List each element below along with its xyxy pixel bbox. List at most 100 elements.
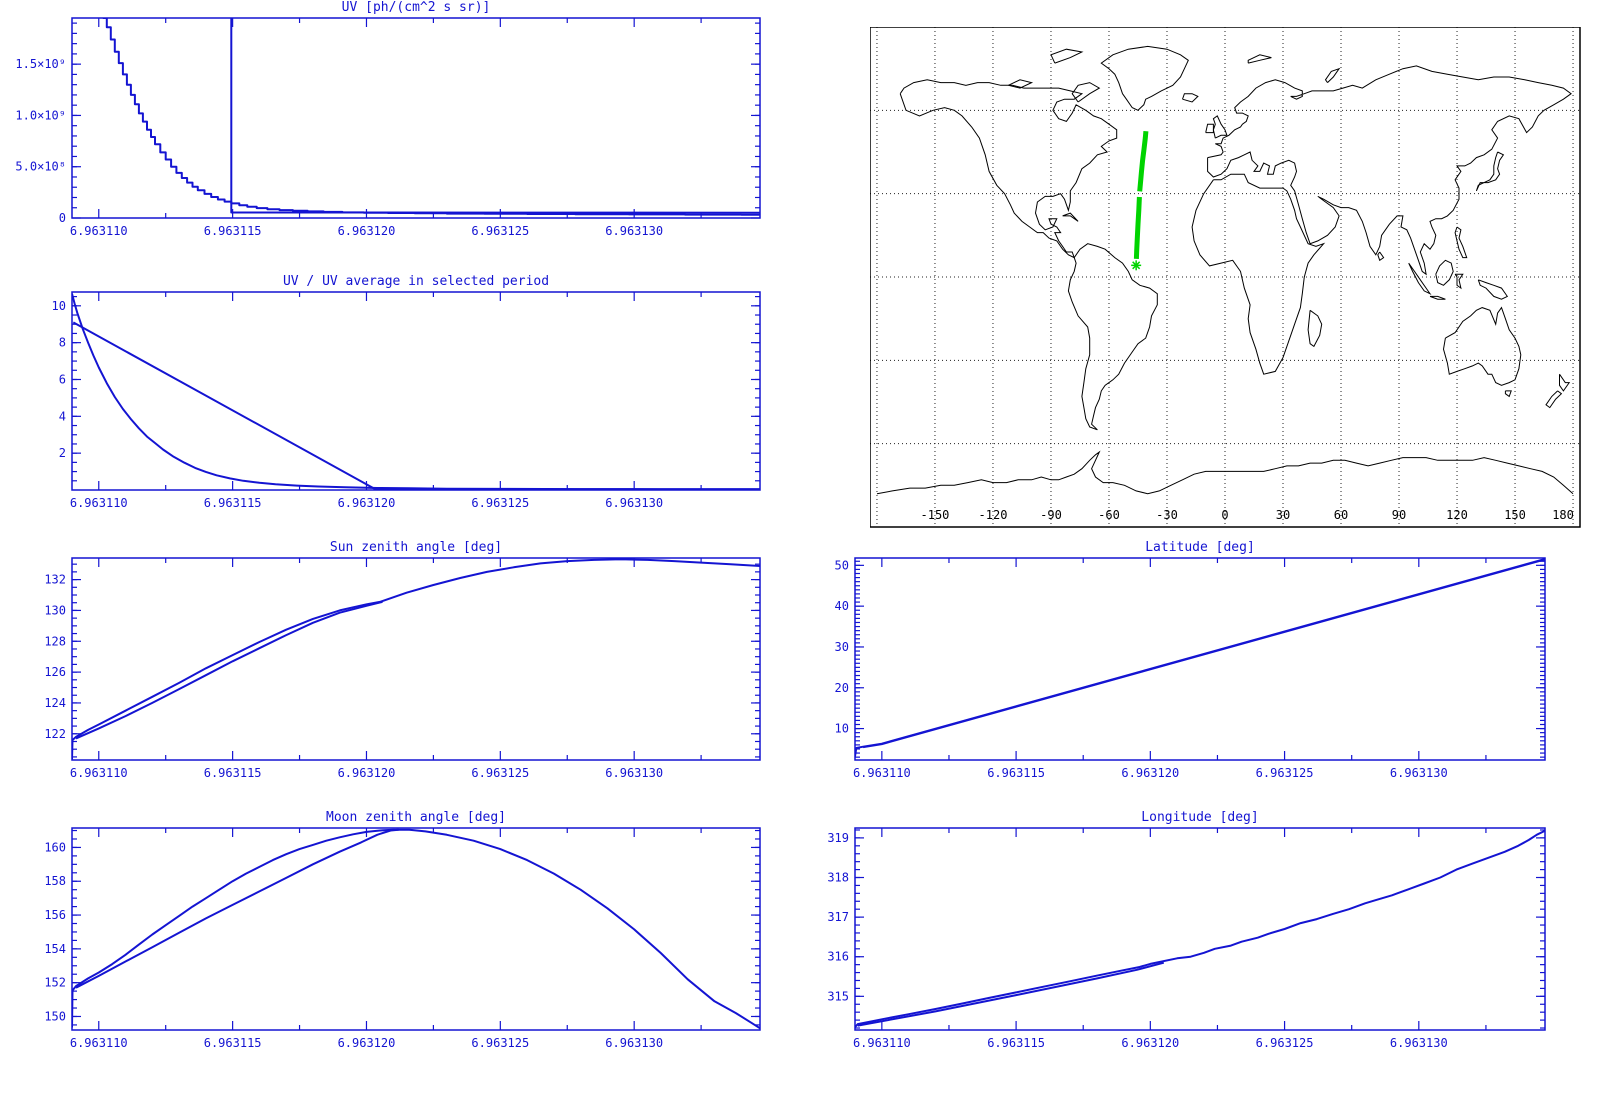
sun-zenith-plot-title: Sun zenith angle [deg] xyxy=(329,540,503,555)
coastline xyxy=(876,450,1574,495)
y-tick-label: 10 xyxy=(52,299,66,313)
axis-frame xyxy=(71,827,761,1031)
x-tick-label: 6.963115 xyxy=(987,766,1045,780)
axis-ticks xyxy=(72,558,760,760)
latitude-plot-title: Latitude [deg] xyxy=(1145,540,1255,555)
x-tick-label: 6.963130 xyxy=(1390,1036,1448,1050)
y-tick-label: 1.0×10⁹ xyxy=(15,108,66,122)
map-longitude-label: -150 xyxy=(921,508,950,522)
map-longitude-label: 30 xyxy=(1276,508,1290,522)
coastline xyxy=(1559,373,1571,392)
y-tick-label: 158 xyxy=(44,874,66,888)
map-longitude-label: 60 xyxy=(1334,508,1348,522)
map-longitude-label: 0 xyxy=(1221,508,1228,522)
x-tick-label: 6.963125 xyxy=(1256,766,1314,780)
x-tick-label: 6.963120 xyxy=(1121,766,1179,780)
world-map: -150 -120 -90 -60 -30 0 30 60 90 120 150 180 xyxy=(870,27,1582,529)
x-tick-label: 6.963110 xyxy=(853,766,911,780)
coastline xyxy=(1324,67,1341,83)
x-tick-label: 6.963130 xyxy=(605,766,663,780)
x-tick-label: 6.963130 xyxy=(605,1036,663,1050)
y-tick-label: 6 xyxy=(59,372,66,386)
y-tick-label: 4 xyxy=(59,409,66,423)
y-tick-label: 160 xyxy=(44,840,66,854)
coastline xyxy=(1050,48,1084,64)
x-tick-label: 6.963130 xyxy=(605,496,663,510)
coastline xyxy=(1454,226,1468,259)
coastlines xyxy=(876,45,1574,495)
x-tick-label: 6.963115 xyxy=(204,1036,262,1050)
coastline xyxy=(1100,45,1189,111)
x-tick-label: 6.963110 xyxy=(70,224,128,238)
coastline xyxy=(1071,82,1101,103)
ground-track-segment xyxy=(1133,196,1142,259)
series-group xyxy=(72,828,760,1030)
x-tick-label: 6.963125 xyxy=(471,766,529,780)
sun-zenith-lower xyxy=(75,600,383,740)
y-tick-label: 317 xyxy=(827,910,849,924)
y-tick-label: 315 xyxy=(827,989,849,1003)
y-tick-label: 319 xyxy=(827,831,849,845)
x-tick-label: 6.963125 xyxy=(471,224,529,238)
y-tick-label: 154 xyxy=(44,942,66,956)
x-tick-label: 6.963110 xyxy=(70,496,128,510)
coastline xyxy=(1408,262,1432,295)
y-tick-label: 2 xyxy=(59,446,66,460)
coastline xyxy=(1247,54,1272,64)
x-tick-label: 6.963125 xyxy=(471,1036,529,1050)
series-group xyxy=(72,293,760,490)
uv-ratio-plot: UV / UV average in selected period 6.963… xyxy=(0,268,772,520)
sun-zenith-plot: Sun zenith angle [deg] 6.963110 6.963115 6… xyxy=(0,538,772,790)
y-tick-label: 156 xyxy=(44,908,66,922)
series-group xyxy=(855,558,1545,757)
x-tick-label: 6.963115 xyxy=(204,496,262,510)
uv-plot: UV [ph/(cm^2 s sr)] 6.963110 6.963115 6.96… xyxy=(0,0,772,252)
y-tick-label: 124 xyxy=(44,696,66,710)
longitude-plot: Longitude [deg] 6.963110 6.963115 6.963120… xyxy=(790,808,1560,1062)
y-tick-label: 152 xyxy=(44,976,66,990)
ground-track-segment xyxy=(1137,130,1149,192)
coastline xyxy=(1212,115,1228,139)
map-longitude-label: 180 xyxy=(1552,508,1574,522)
series-group xyxy=(855,829,1545,1028)
axis-ticks xyxy=(72,828,760,1030)
x-tick-label: 6.963115 xyxy=(987,1036,1045,1050)
x-tick-label: 6.963120 xyxy=(338,1036,396,1050)
coastline xyxy=(1307,309,1323,348)
moon-zenith-lower xyxy=(75,828,399,989)
axis-frame xyxy=(71,291,761,491)
track-start-marker xyxy=(1131,260,1142,271)
moon-zenith-upper xyxy=(72,828,760,1030)
axis-ticks xyxy=(855,828,1545,1030)
axis-ticks xyxy=(72,18,760,219)
map-graticule xyxy=(870,27,1580,527)
coastline xyxy=(1008,79,1034,89)
longitude-plot-canvas: 6.963110 6.963115 6.963120 6.963125 6.963130… xyxy=(827,827,1546,1050)
axis-frame xyxy=(854,827,1546,1031)
coastline xyxy=(1477,279,1509,300)
x-tick-label: 6.963125 xyxy=(1256,1036,1314,1050)
y-tick-label: 0 xyxy=(59,211,66,225)
y-tick-label: 40 xyxy=(835,599,849,613)
y-tick-label: 20 xyxy=(835,681,849,695)
map-frame xyxy=(870,27,1581,528)
uv-cutoff-line xyxy=(230,18,760,214)
ratio-decay xyxy=(72,293,760,490)
uv-ratio-plot-canvas: 6.963110 6.963115 6.963120 6.963125 6.963130… xyxy=(52,291,761,510)
series-group xyxy=(102,18,760,216)
axis-ticks xyxy=(72,292,760,490)
sun-zenith-upper xyxy=(72,558,760,760)
latitude-plot: Latitude [deg] 6.963110 6.963115 6.963120 6… xyxy=(790,538,1560,790)
y-tick-label: 30 xyxy=(835,640,849,654)
x-tick-label: 6.963115 xyxy=(204,766,262,780)
latitude-line-2 xyxy=(862,558,1545,749)
x-tick-label: 6.963110 xyxy=(70,766,128,780)
y-tick-label: 8 xyxy=(59,336,66,350)
coastline xyxy=(1191,173,1326,375)
coastline xyxy=(1377,251,1385,262)
x-tick-label: 6.963120 xyxy=(1121,1036,1179,1050)
longitude-line-2 xyxy=(857,961,1165,1027)
uv-plot-canvas: 6.963110 6.963115 6.963120 6.963125 6.963130… xyxy=(15,17,761,238)
y-tick-label: 122 xyxy=(44,727,66,741)
